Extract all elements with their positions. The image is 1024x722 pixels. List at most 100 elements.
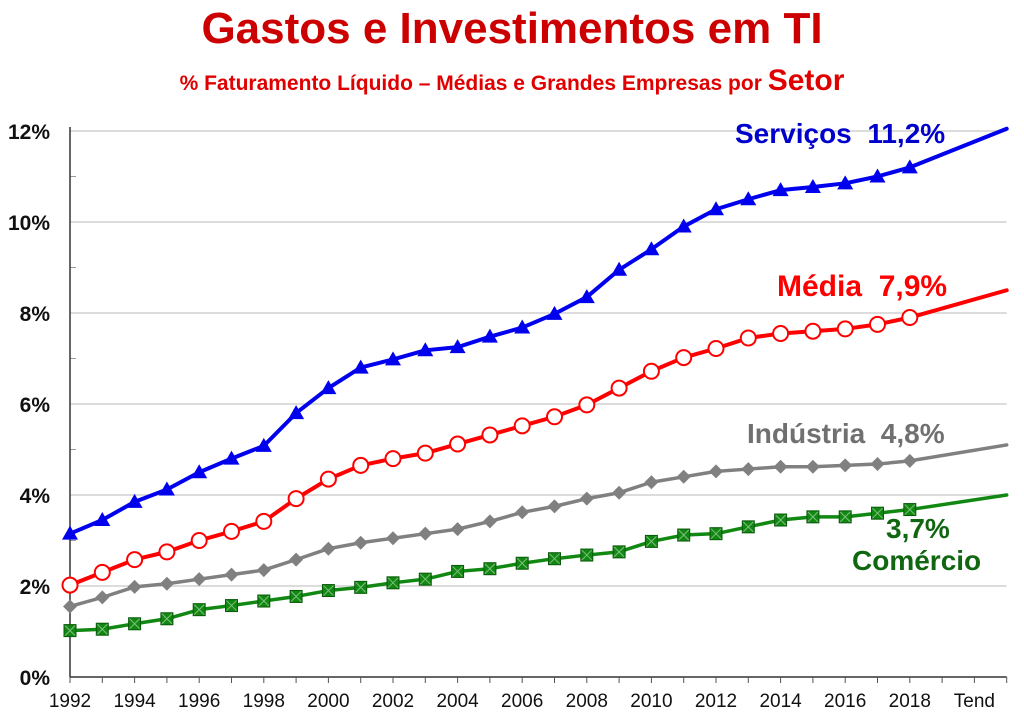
data-point-circle [287,490,305,508]
data-point-diamond [192,572,207,587]
data-point-triangle [158,481,175,496]
x-tick-label: 1996 [178,691,220,712]
data-point-triangle [772,182,789,197]
data-point-diamond [321,541,336,556]
trend-line [907,126,1009,170]
data-point-x [64,625,76,636]
data-point-x [452,566,463,577]
data-point-x [904,504,916,515]
data-point-circle [739,329,757,347]
series-label-comercio: Comércio [852,545,982,576]
data-point-triangle [578,289,595,304]
data-point-diamond [127,579,142,594]
x-tick-label: 2000 [307,691,349,712]
data-point-x [710,528,722,540]
data-point-diamond [482,514,497,529]
data-point-triangle [417,342,434,357]
data-point-diamond [418,526,433,541]
data-point-x [613,546,625,558]
data-point-x [387,577,399,589]
data-point-diamond [256,563,271,578]
x-tick-label: 1998 [243,691,285,712]
data-point-diamond [63,599,77,614]
data-point-triangle [901,159,918,174]
x-tick-label: 2006 [501,691,543,712]
data-point-circle [158,543,176,561]
data-point-diamond [224,567,239,582]
series-serviços [62,126,1009,540]
data-point-x [807,511,819,523]
data-point-circle [416,444,434,462]
data-point-triangle [837,175,854,190]
data-point-triangle [869,168,886,183]
data-point-triangle [320,380,337,395]
y-tick-label: 12% [8,121,50,144]
data-point-triangle [804,178,821,193]
trend-line [908,493,1009,512]
data-point-diamond [709,464,723,479]
data-point-triangle [191,464,208,479]
data-point-x [839,511,851,523]
data-point-triangle [546,305,563,320]
data-point-circle [93,563,111,581]
data-point-triangle [352,359,369,374]
data-point-x [872,507,883,519]
subtitle-text: % Faturamento Líquido – Médias e Grandes… [179,72,762,95]
data-point-triangle [62,525,78,540]
data-point-circle [481,426,499,444]
series-média [61,288,1009,594]
x-tick-label: 2002 [372,691,414,712]
data-point-circle [513,417,531,435]
data-point-diamond [450,522,465,537]
data-point-circle [223,522,240,540]
x-tick-label: 2010 [630,691,672,712]
data-point-circle [772,324,790,342]
data-point-circle [578,396,596,414]
data-point-diamond [386,531,400,546]
data-point-circle [126,551,144,569]
data-point-circle [255,512,273,530]
data-point-diamond [95,590,110,605]
data-point-x [258,595,270,607]
x-tick-label: 2014 [759,691,802,712]
data-point-circle [190,532,208,549]
data-point-triangle [708,201,724,216]
data-point-x [581,549,593,561]
data-point-circle [610,379,628,397]
data-point-x [129,618,140,630]
series-label-servicos: Serviços 11,2% [735,118,946,149]
data-point-diamond [676,469,691,484]
chart-title: Gastos e Investimentos em TI [201,4,823,53]
data-point-x [516,557,528,569]
data-point-circle [546,408,563,426]
y-tick-label: 0% [20,667,51,690]
data-point-circle [61,576,79,594]
trend-line [907,288,1009,320]
chart-subtitle: % Faturamento Líquido – Médias e Grandes… [0,64,1024,98]
data-point-x [226,600,237,611]
data-point-circle [642,362,660,380]
data-point-triangle [514,319,531,334]
data-point-x [96,623,108,635]
data-point-circle [901,309,919,327]
data-point-diamond [644,475,659,490]
data-point-triangle [288,405,305,420]
data-point-circle [804,322,822,340]
series-label-industria: Indústria 4,8% [747,418,945,449]
data-point-triangle [675,218,692,233]
data-point-x [484,563,496,575]
data-point-circle [319,470,337,488]
data-point-triangle [255,437,272,452]
data-point-circle [352,456,370,474]
data-point-diamond [579,491,594,506]
x-tick-label: Tend [954,691,995,712]
data-point-x [290,591,302,602]
x-tick-label: 2008 [566,691,608,712]
data-point-circle [675,349,693,367]
data-point-x [419,573,431,585]
y-tick-label: 2% [20,576,51,599]
data-point-diamond [741,462,756,477]
x-tick-label: 2004 [436,691,479,712]
data-point-x [161,613,173,625]
